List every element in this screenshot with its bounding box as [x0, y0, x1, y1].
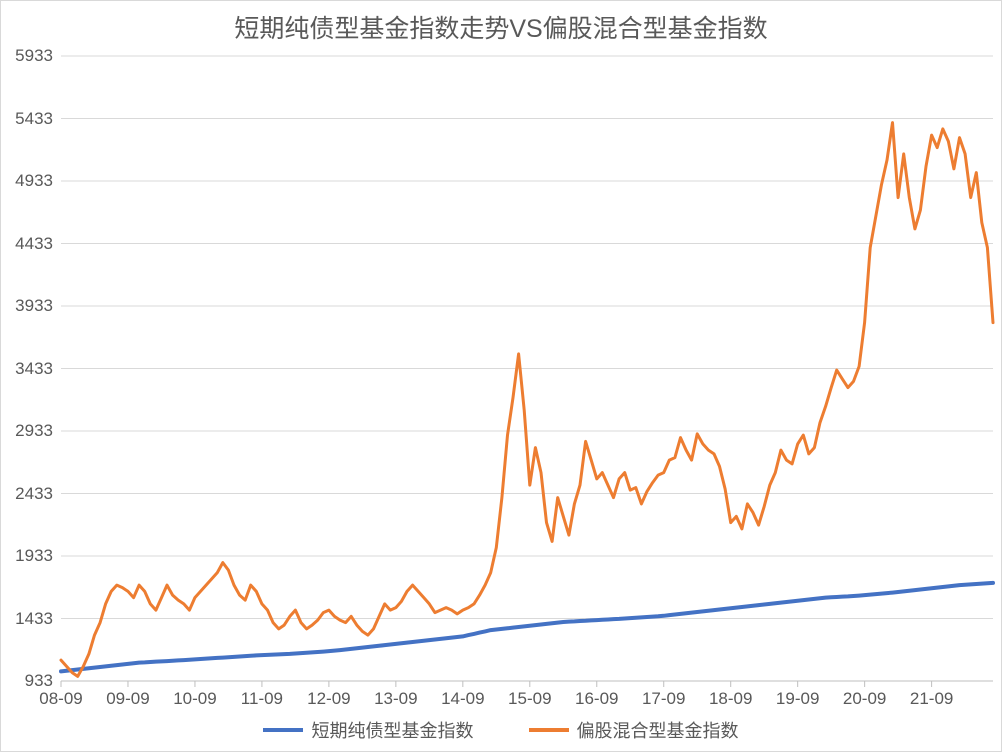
gridlines [61, 56, 993, 681]
legend-item-equity: 偏股混合型基金指数 [529, 717, 739, 743]
chart-plot [1, 1, 1002, 753]
chart-container: 短期纯债型基金指数走势VS偏股混合型基金指数 93314331933243329… [0, 0, 1002, 752]
series-line [61, 583, 993, 672]
legend-label-equity: 偏股混合型基金指数 [577, 717, 739, 743]
axes [61, 681, 993, 687]
legend-swatch-equity [529, 728, 569, 732]
series-lines [61, 123, 993, 677]
series-line [61, 123, 993, 677]
legend-label-bond: 短期纯债型基金指数 [311, 717, 473, 743]
legend-swatch-bond [263, 728, 303, 732]
legend: 短期纯债型基金指数 偏股混合型基金指数 [1, 716, 1001, 743]
legend-item-bond: 短期纯债型基金指数 [263, 717, 473, 743]
